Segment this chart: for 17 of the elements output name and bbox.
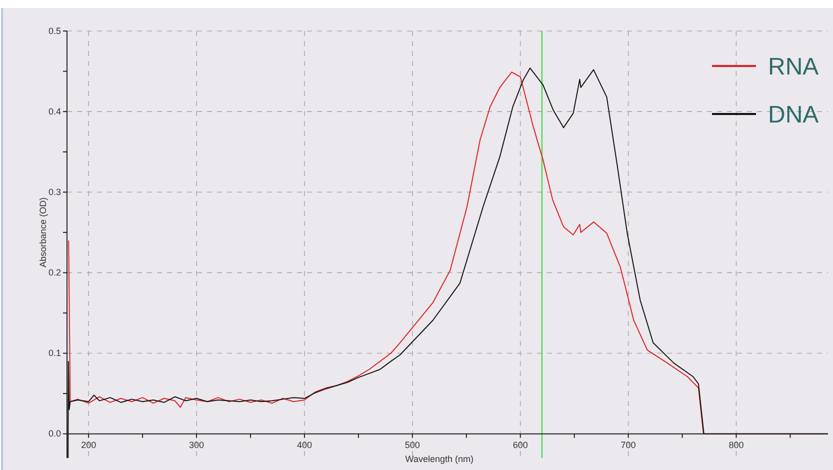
legend-label: RNA xyxy=(768,53,819,80)
x-tick-label: 500 xyxy=(404,440,420,450)
y-tick-label: 0.5 xyxy=(48,26,61,36)
x-tick-label: 600 xyxy=(512,440,528,450)
x-tick-label: 700 xyxy=(620,440,636,450)
y-tick-label: 0.4 xyxy=(48,106,61,116)
legend-label: DNA xyxy=(768,101,819,128)
y-tick-label: 0.1 xyxy=(48,348,61,358)
y-tick-label: 0.3 xyxy=(48,187,61,198)
x-tick-label: 300 xyxy=(189,440,204,450)
y-tick-label: 0.0 xyxy=(48,428,61,439)
x-tick-label: 800 xyxy=(728,440,744,450)
x-tick-label: 200 xyxy=(81,440,96,450)
x-tick-label: 400 xyxy=(296,440,312,450)
y-tick-label: 0.2 xyxy=(48,268,61,278)
y-axis-title: Absorbance (OD) xyxy=(38,197,48,268)
x-axis-title: Wavelength (nm) xyxy=(405,454,474,464)
